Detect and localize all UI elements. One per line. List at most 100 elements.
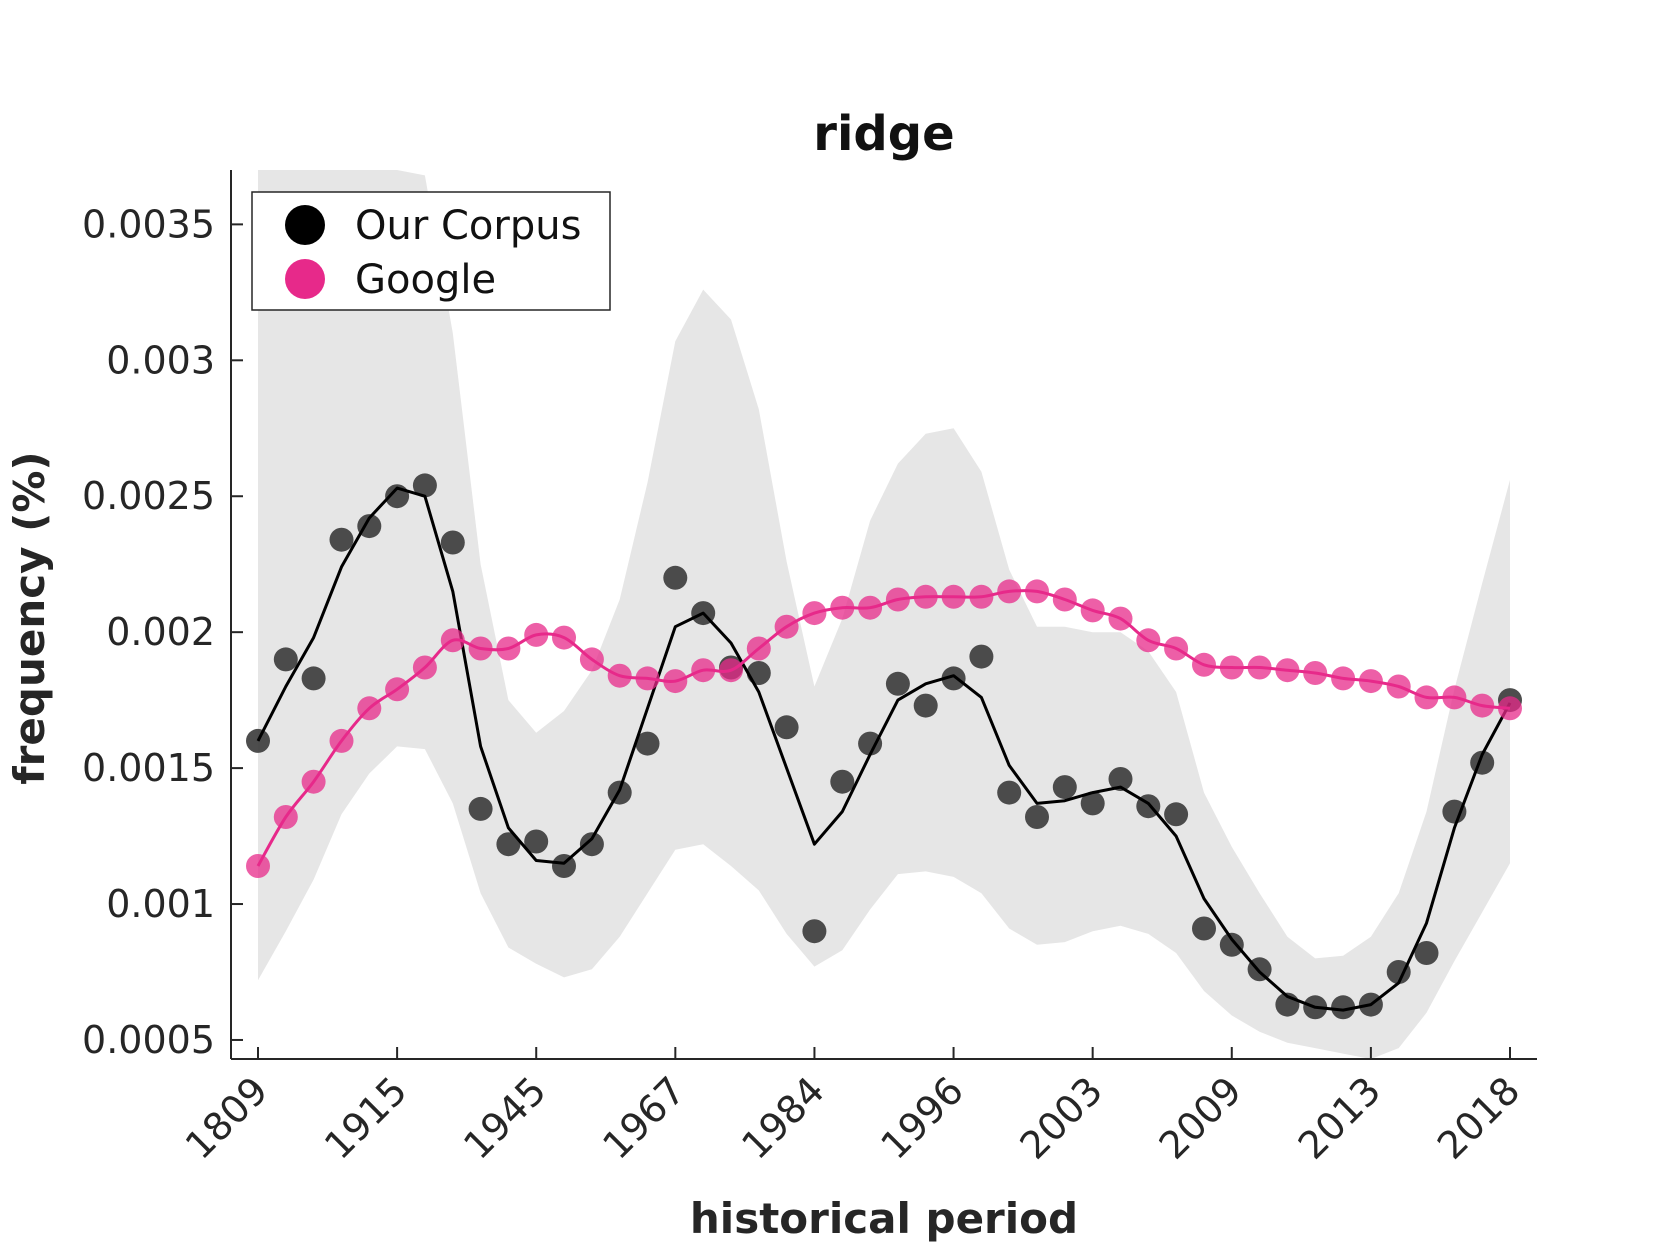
google-point <box>552 625 576 650</box>
legend-label-our-corpus: Our Corpus <box>355 203 581 249</box>
y-tick-label: 0.003 <box>106 338 215 382</box>
our-corpus-point <box>635 731 660 756</box>
google-point <box>1470 693 1495 718</box>
y-tick-label: 0.0015 <box>82 746 215 790</box>
our-corpus-confidence-band <box>258 170 1510 1059</box>
our-corpus-point <box>301 666 326 691</box>
x-tick-label: 2018 <box>1429 1068 1529 1168</box>
google-point <box>496 636 521 661</box>
our-corpus-point <box>1386 960 1411 984</box>
x-tick-label: 1967 <box>594 1068 694 1168</box>
series-line-layer <box>246 473 1522 1020</box>
x-tick-label: 1996 <box>872 1068 972 1168</box>
our-corpus-point <box>1108 767 1133 791</box>
our-corpus-point <box>830 769 855 794</box>
x-tick-label: 1915 <box>316 1068 416 1168</box>
google-point <box>746 636 771 661</box>
our-corpus-trend-line <box>256 486 1512 1012</box>
x-tick-label: 1984 <box>733 1068 833 1168</box>
google-point <box>1303 661 1328 685</box>
our-corpus-point <box>1025 805 1049 829</box>
our-corpus-point <box>273 647 298 672</box>
y-tick-label: 0.0035 <box>82 202 215 246</box>
google-point <box>1080 598 1105 623</box>
y-tick-label: 0.002 <box>106 610 215 654</box>
our-corpus-point <box>357 514 382 539</box>
our-corpus-point <box>663 565 688 590</box>
our-corpus-point <box>329 527 354 552</box>
chart-title: ridge <box>813 106 954 162</box>
google-point <box>357 696 382 721</box>
x-tick-label: 2003 <box>1012 1068 1112 1168</box>
legend-label-google: Google <box>355 257 496 303</box>
our-corpus-point <box>440 530 465 555</box>
our-corpus-point <box>1164 802 1189 827</box>
google-point <box>941 584 966 609</box>
google-point <box>1358 669 1383 694</box>
our-corpus-point <box>1442 799 1467 824</box>
google-point <box>246 854 270 878</box>
our-corpus-point <box>412 473 437 498</box>
google-point <box>691 658 716 683</box>
google-point <box>1052 587 1077 612</box>
our-corpus-point <box>858 731 883 756</box>
our-corpus-point <box>1331 995 1356 1020</box>
google-point <box>1247 655 1272 680</box>
confidence-band-layer <box>258 170 1510 1059</box>
y-tick-label: 0.0025 <box>82 474 215 518</box>
google-point <box>301 769 326 794</box>
google-point <box>1331 666 1356 691</box>
google-point <box>1498 696 1522 721</box>
y-axis-label: frequency (%) <box>5 451 54 784</box>
x-tick-label: 1945 <box>455 1068 555 1168</box>
our-corpus-point <box>997 780 1022 805</box>
our-corpus-point <box>1414 941 1439 965</box>
our-corpus-point <box>524 829 549 854</box>
google-point <box>858 595 883 620</box>
y-tick-label: 0.0005 <box>82 1018 215 1062</box>
legend: Our Corpus Google <box>251 191 611 311</box>
y-tick-label: 0.001 <box>106 882 215 926</box>
google-point <box>1108 606 1133 631</box>
legend-marker-google <box>285 259 325 299</box>
google-point <box>607 663 632 688</box>
our-corpus-point <box>496 832 521 857</box>
google-point <box>663 669 688 694</box>
google-trend-line <box>256 589 1511 867</box>
x-tick-label: 2013 <box>1290 1068 1390 1168</box>
google-point <box>913 584 938 609</box>
our-corpus-point <box>774 715 799 740</box>
google-point <box>802 601 827 626</box>
x-tick-label: 2009 <box>1151 1068 1251 1168</box>
google-point <box>1136 628 1161 653</box>
google-point <box>774 614 799 639</box>
x-tick-label: 1809 <box>177 1068 277 1168</box>
google-point <box>997 579 1022 604</box>
our-corpus-point <box>885 671 910 696</box>
our-corpus-point <box>802 919 827 944</box>
google-point <box>1386 674 1411 699</box>
our-corpus-point <box>941 666 966 691</box>
google-point <box>1025 579 1049 604</box>
legend-marker-our-corpus <box>285 205 325 245</box>
google-point <box>329 728 354 753</box>
our-corpus-point <box>1219 932 1244 957</box>
our-corpus-point <box>579 832 604 857</box>
google-point <box>885 587 910 612</box>
google-point <box>440 628 465 653</box>
google-point <box>830 595 855 620</box>
our-corpus-point <box>468 796 493 821</box>
google-point <box>1164 636 1189 661</box>
google-point <box>1442 685 1467 710</box>
google-point <box>1275 658 1300 683</box>
google-point <box>385 677 410 702</box>
our-corpus-point <box>746 661 771 685</box>
google-point <box>579 647 604 672</box>
google-point <box>524 622 549 647</box>
series-point-layer <box>246 579 1522 878</box>
google-point <box>1219 655 1244 680</box>
x-axis-label: historical period <box>690 1194 1078 1243</box>
our-corpus-point <box>1080 791 1105 816</box>
google-point <box>412 655 437 680</box>
